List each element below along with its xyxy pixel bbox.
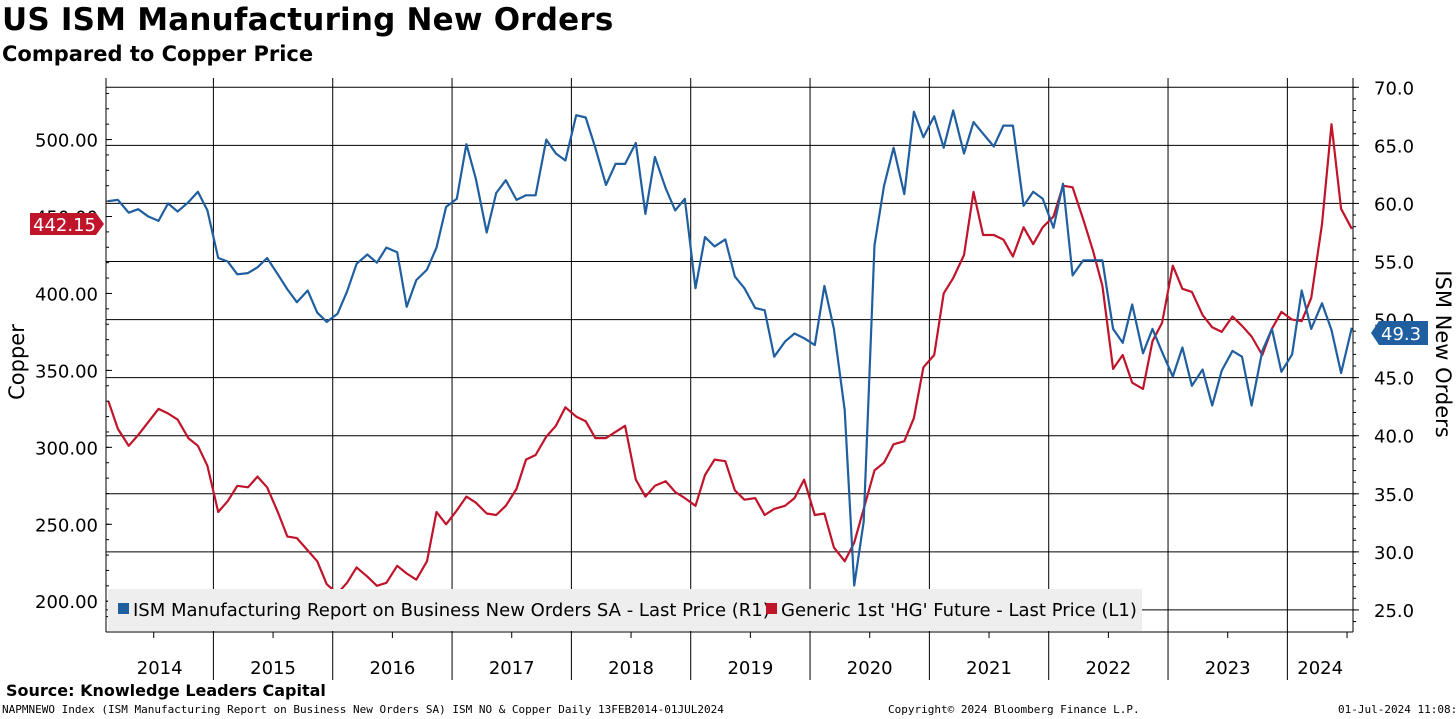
x-year-label: 2019 — [727, 658, 773, 679]
x-year-label: 2015 — [250, 658, 296, 679]
legend-copper-label: Generic 1st 'HG' Future - Last Price (L1… — [781, 600, 1137, 621]
x-year-label: 2014 — [137, 658, 183, 679]
x-year-label: 2018 — [608, 658, 654, 679]
x-year-label: 2022 — [1085, 658, 1131, 679]
gridlines — [106, 78, 1353, 680]
copper-price-line — [107, 123, 1353, 595]
copper-series-group — [107, 123, 1353, 595]
legend-ism-swatch — [118, 603, 129, 614]
legend-background — [108, 589, 1142, 631]
right-tick-label: 35.0 — [1374, 485, 1414, 506]
axes: 200.00250.00300.00350.00400.00450.00500.… — [35, 78, 1414, 679]
x-year-label: 2024 — [1297, 658, 1343, 679]
chart-title: US ISM Manufacturing New Orders — [2, 2, 614, 38]
x-year-label: 2021 — [966, 658, 1012, 679]
left-tick-label: 400.00 — [35, 284, 98, 305]
legend-copper-swatch — [766, 603, 777, 614]
legend-ism-label: ISM Manufacturing Report on Business New… — [133, 600, 770, 621]
ism-last-value: 49.3 — [1381, 324, 1421, 345]
right-tick-label: 65.0 — [1374, 136, 1414, 157]
x-year-label: 2023 — [1205, 658, 1251, 679]
x-year-label: 2016 — [369, 658, 415, 679]
footer-timestamp: 01-Jul-2024 11:08:06 — [1338, 703, 1456, 716]
footer-copyright: Copyright© 2024 Bloomberg Finance L.P. — [888, 703, 1140, 716]
left-tick-label: 250.00 — [35, 515, 98, 536]
right-tick-label: 70.0 — [1374, 78, 1414, 99]
ism-series-group — [108, 109, 1353, 587]
source-note: Source: Knowledge Leaders Capital — [6, 681, 326, 700]
x-year-label: 2020 — [847, 658, 893, 679]
right-tick-label: 25.0 — [1374, 601, 1414, 622]
last-value-tags: 442.15 49.3 — [30, 213, 1428, 345]
right-tick-label: 60.0 — [1374, 194, 1414, 215]
left-tick-label: 200.00 — [35, 592, 98, 613]
right-tick-label: 45.0 — [1374, 369, 1414, 390]
right-tick-label: 30.0 — [1374, 543, 1414, 564]
right-tick-label: 40.0 — [1374, 427, 1414, 448]
copper-last-value: 442.15 — [33, 215, 96, 236]
footer-series-description: NAPMNEWO Index (ISM Manufacturing Report… — [2, 703, 724, 716]
right-tick-label: 55.0 — [1374, 253, 1414, 274]
ism-last-value-tag — [1371, 321, 1428, 345]
right-axis-title: ISM New Orders — [1431, 270, 1455, 437]
x-year-label: 2017 — [489, 658, 535, 679]
legend: ISM Manufacturing Report on Business New… — [108, 589, 1142, 631]
ism-new-orders-line — [108, 109, 1353, 587]
left-axis-title: Copper — [5, 324, 29, 400]
copper-last-value-tag — [30, 213, 104, 235]
left-tick-label: 300.00 — [35, 438, 98, 459]
chart-subtitle: Compared to Copper Price — [2, 42, 314, 66]
left-tick-label: 350.00 — [35, 361, 98, 382]
left-tick-label: 500.00 — [35, 131, 98, 152]
